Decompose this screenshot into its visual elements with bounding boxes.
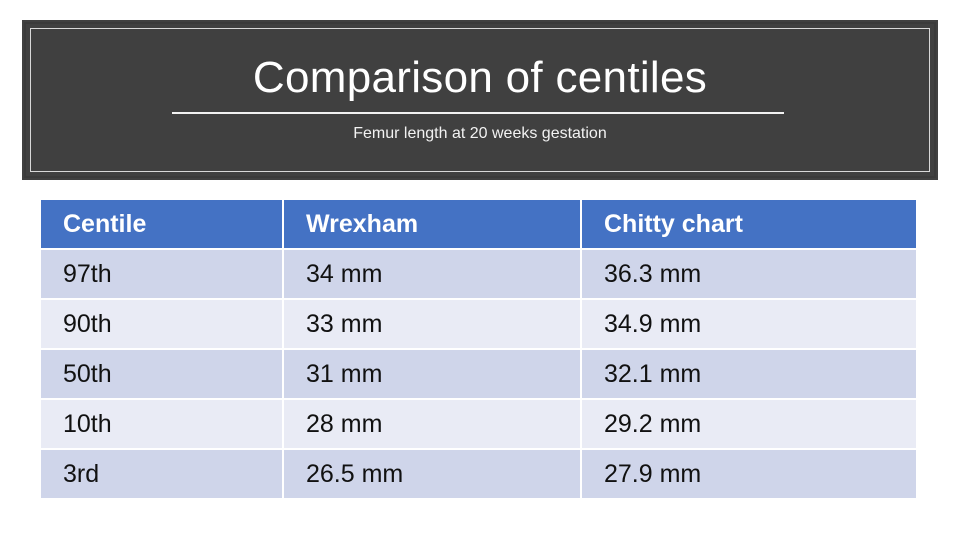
table-header-row: Centile Wrexham Chitty chart	[39, 198, 918, 250]
table-cell-centile: 50th	[39, 348, 284, 400]
table-cell-centile: 3rd	[39, 448, 284, 500]
table-cell-wrexham: 33 mm	[282, 298, 582, 350]
title-underline	[172, 112, 784, 114]
table-row: 90th 33 mm 34.9 mm	[39, 298, 918, 350]
column-header-chitty-chart: Chitty chart	[580, 198, 918, 250]
table-row: 10th 28 mm 29.2 mm	[39, 398, 918, 450]
table-row: 97th 34 mm 36.3 mm	[39, 248, 918, 300]
table-row: 50th 31 mm 32.1 mm	[39, 348, 918, 400]
page-subtitle: Femur length at 20 weeks gestation	[353, 125, 607, 142]
table-cell-wrexham: 31 mm	[282, 348, 582, 400]
table-cell-chitty: 32.1 mm	[580, 348, 918, 400]
table-cell-chitty: 27.9 mm	[580, 448, 918, 500]
table-cell-chitty: 29.2 mm	[580, 398, 918, 450]
column-header-wrexham: Wrexham	[282, 198, 582, 250]
centile-comparison-table: Centile Wrexham Chitty chart 97th 34 mm …	[39, 198, 918, 500]
title-panel-frame	[30, 28, 930, 172]
table-cell-wrexham: 28 mm	[282, 398, 582, 450]
table-row: 3rd 26.5 mm 27.9 mm	[39, 448, 918, 500]
table-cell-chitty: 36.3 mm	[580, 248, 918, 300]
title-panel: Comparison of centiles Femur length at 2…	[22, 20, 938, 180]
table-cell-chitty: 34.9 mm	[580, 298, 918, 350]
table-cell-centile: 90th	[39, 298, 284, 350]
table-cell-wrexham: 26.5 mm	[282, 448, 582, 500]
page-title: Comparison of centiles	[252, 53, 708, 102]
table-cell-centile: 97th	[39, 248, 284, 300]
column-header-centile: Centile	[39, 198, 284, 250]
table-cell-wrexham: 34 mm	[282, 248, 582, 300]
table-cell-centile: 10th	[39, 398, 284, 450]
